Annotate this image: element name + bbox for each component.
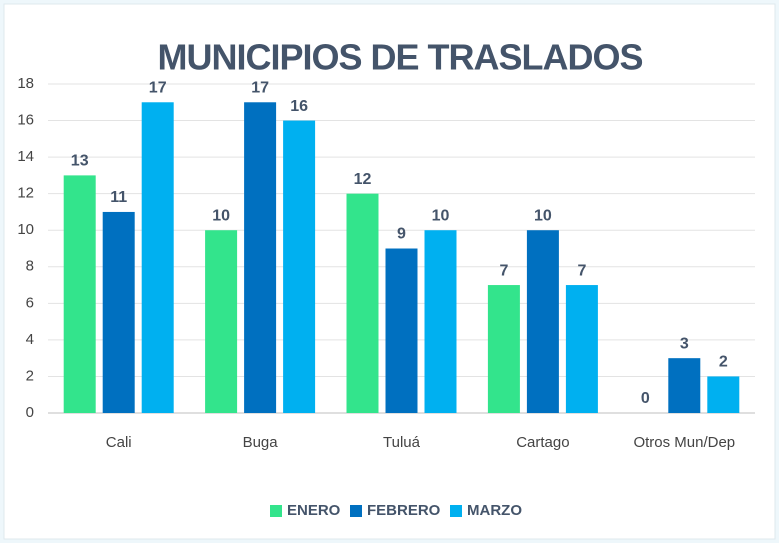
- legend-label: FEBRERO: [367, 502, 441, 519]
- value-label: 12: [354, 171, 372, 188]
- legend-swatch: [450, 505, 462, 517]
- value-label: 2: [719, 354, 728, 371]
- value-label: 17: [149, 79, 167, 96]
- legend-swatch: [270, 505, 282, 517]
- value-label: 11: [110, 189, 127, 206]
- x-tick-label: Tuluá: [383, 434, 421, 451]
- legend-label: ENERO: [287, 502, 341, 519]
- value-label: 9: [397, 226, 406, 243]
- bar: [424, 230, 457, 413]
- bar: [487, 285, 520, 413]
- value-label: 10: [432, 207, 450, 224]
- bar: [385, 248, 418, 413]
- value-label: 16: [290, 98, 308, 115]
- bar: [668, 358, 701, 413]
- value-label: 10: [212, 207, 230, 224]
- bar: [526, 230, 559, 413]
- bar: [205, 230, 238, 413]
- bar: [283, 120, 316, 414]
- legend-swatch: [350, 505, 362, 517]
- y-tick-label: 10: [17, 221, 34, 238]
- chart-title: MUNICIPIOS DE TRASLADOS: [157, 37, 642, 78]
- y-tick-label: 6: [26, 294, 34, 311]
- y-tick-label: 8: [26, 258, 34, 275]
- x-tick-label: Cali: [106, 434, 132, 451]
- bar: [707, 376, 740, 413]
- y-tick-label: 0: [26, 404, 34, 421]
- value-label: 13: [71, 153, 89, 170]
- x-tick-label: Cartago: [516, 434, 569, 451]
- bar: [141, 102, 174, 414]
- bar: [346, 193, 379, 413]
- y-tick-label: 18: [17, 75, 34, 92]
- y-tick-label: 4: [26, 331, 34, 348]
- x-tick-label: Buga: [243, 434, 279, 451]
- bar: [565, 285, 598, 413]
- y-tick-label: 16: [17, 112, 34, 129]
- value-label: 0: [641, 390, 650, 407]
- value-label: 17: [251, 79, 269, 96]
- y-tick-label: 14: [17, 148, 34, 165]
- bar: [63, 175, 96, 413]
- bar: [102, 211, 135, 413]
- value-label: 10: [534, 207, 552, 224]
- bar: [244, 102, 277, 414]
- legend-label: MARZO: [467, 502, 522, 519]
- y-tick-label: 2: [26, 367, 34, 384]
- y-tick-label: 12: [17, 185, 34, 202]
- x-tick-label: Otros Mun/Dep: [633, 434, 735, 451]
- value-label: 3: [680, 335, 689, 352]
- value-label: 7: [577, 262, 586, 279]
- value-label: 7: [499, 262, 508, 279]
